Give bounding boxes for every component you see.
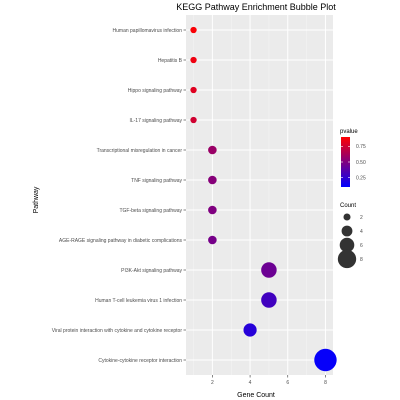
y-tick-label: TGF-beta signaling pathway xyxy=(119,208,182,214)
bubble-point xyxy=(190,116,197,124)
count-legend-title: Count xyxy=(340,203,356,209)
pvalue-legend-label: 0.25 xyxy=(356,175,366,181)
bubble-point xyxy=(314,348,337,372)
bubble-point xyxy=(243,323,257,337)
bubble-point xyxy=(190,86,197,94)
count-legend-label: 8 xyxy=(360,257,363,263)
y-tick-label: PI3K-Akt signaling pathway xyxy=(121,268,182,274)
count-legend-bubble xyxy=(337,249,357,269)
y-tick-label: Viral protein interaction with cytokine … xyxy=(52,328,183,334)
x-axis-title: Gene Count xyxy=(237,392,275,399)
bubble-point xyxy=(261,262,277,278)
y-tick-label: Hepatitis B xyxy=(158,58,183,64)
bubble-point xyxy=(208,235,217,245)
count-legend: Count 2 4 6 8 xyxy=(337,203,363,269)
y-tick-label: IL-17 signaling pathway xyxy=(129,118,182,124)
x-tick-label: 4 xyxy=(249,380,252,386)
bubble-point xyxy=(190,26,197,34)
count-legend-items: 2 4 6 8 xyxy=(337,213,363,269)
pvalue-legend: pvalue 0.75 0.50 0.25 xyxy=(340,129,366,187)
x-tick-label: 6 xyxy=(286,380,289,386)
bubble-point xyxy=(208,205,217,215)
pvalue-legend-title: pvalue xyxy=(340,129,358,135)
y-tick-label: Transcriptional misregulation in cancer xyxy=(97,148,183,154)
x-tick-label: 2 xyxy=(211,380,214,386)
pvalue-legend-label: 0.75 xyxy=(356,144,366,150)
bubble-point xyxy=(208,175,217,185)
y-tick-labels: Human papillomavirus infection Hepatitis … xyxy=(52,28,186,364)
y-tick-label: Hippo signaling pathway xyxy=(128,88,183,94)
chart-title: KEGG Pathway Enrichment Bubble Plot xyxy=(176,2,336,12)
pvalue-legend-ticks: 0.75 0.50 0.25 xyxy=(341,144,366,181)
count-legend-bubble xyxy=(341,225,353,237)
y-tick-label: TNF signaling pathway xyxy=(131,178,182,184)
y-tick-label: Human papillomavirus infection xyxy=(113,28,183,34)
count-legend-label: 2 xyxy=(360,215,363,221)
panel-background xyxy=(186,15,333,375)
pvalue-colorbar xyxy=(341,137,350,187)
y-tick-label: Human T-cell leukemia virus 1 infection xyxy=(95,298,182,304)
bubble-point xyxy=(190,56,197,64)
bubble-layer xyxy=(190,26,337,372)
bubble-point xyxy=(261,292,277,308)
x-tick-labels: 2 4 6 8 xyxy=(211,375,327,386)
count-legend-label: 4 xyxy=(360,229,363,235)
y-axis-title: Pathway xyxy=(33,186,40,213)
bubble-point xyxy=(208,145,217,155)
count-legend-label: 6 xyxy=(360,243,363,249)
count-legend-bubble xyxy=(343,213,351,221)
y-tick-label: AGE-RAGE signaling pathway in diabetic c… xyxy=(59,238,183,244)
plot-panel xyxy=(186,15,333,375)
y-tick-label: Cytokine-cytokine receptor interaction xyxy=(98,358,182,364)
count-legend-bubble xyxy=(339,237,355,253)
x-tick-label: 8 xyxy=(324,380,327,386)
pvalue-legend-label: 0.50 xyxy=(356,160,366,166)
